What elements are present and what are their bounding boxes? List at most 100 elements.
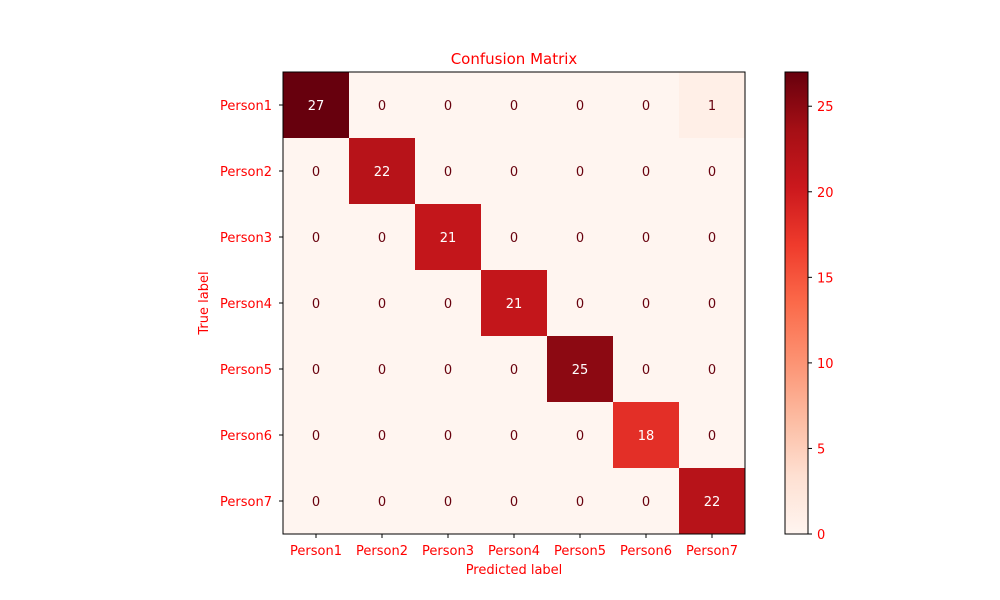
cell-value-label: 18 bbox=[638, 429, 655, 444]
heatmap-cell bbox=[679, 336, 746, 403]
heatmap-cell bbox=[613, 402, 680, 469]
heatmap-cell bbox=[283, 336, 350, 403]
heatmap-cell bbox=[481, 336, 548, 403]
cell-value-label: 0 bbox=[378, 495, 386, 510]
cell-value-label: 0 bbox=[444, 363, 452, 378]
cell-value-label: 27 bbox=[308, 99, 325, 114]
cell-value-label: 0 bbox=[576, 297, 584, 312]
heatmap-cell bbox=[547, 270, 614, 337]
heatmap-cell bbox=[613, 336, 680, 403]
cell-value-label: 0 bbox=[642, 165, 650, 180]
heatmap-cell bbox=[613, 138, 680, 205]
y-axis-label: True label bbox=[197, 271, 212, 335]
colorbar-tick-label: 10 bbox=[817, 357, 834, 372]
colorbar-tick-label: 15 bbox=[817, 271, 834, 286]
heatmap-cell bbox=[613, 468, 680, 535]
cell-value-label: 0 bbox=[576, 231, 584, 246]
heatmap-cell bbox=[415, 138, 482, 205]
cell-value-label: 0 bbox=[642, 297, 650, 312]
cell-value-label: 0 bbox=[642, 495, 650, 510]
cell-value-label: 22 bbox=[704, 495, 721, 510]
cell-value-label: 0 bbox=[642, 231, 650, 246]
x-tick-label: Person7 bbox=[686, 544, 738, 559]
heatmap-cell bbox=[679, 402, 746, 469]
cell-value-label: 0 bbox=[708, 363, 716, 378]
heatmap-cell bbox=[547, 138, 614, 205]
cell-value-label: 0 bbox=[444, 165, 452, 180]
x-tick-label: Person2 bbox=[356, 544, 408, 559]
cell-value-label: 0 bbox=[444, 429, 452, 444]
heatmap-cell bbox=[679, 468, 746, 535]
heatmap-cell bbox=[283, 402, 350, 469]
cell-value-label: 0 bbox=[708, 165, 716, 180]
cell-value-label: 0 bbox=[510, 429, 518, 444]
x-tick-label: Person4 bbox=[488, 544, 540, 559]
colorbar-gradient bbox=[785, 72, 808, 534]
cell-value-label: 0 bbox=[444, 99, 452, 114]
cell-value-label: 0 bbox=[378, 231, 386, 246]
x-tick-label: Person5 bbox=[554, 544, 606, 559]
cell-value-label: 0 bbox=[312, 297, 320, 312]
heatmap-cell bbox=[349, 402, 416, 469]
cell-value-label: 0 bbox=[312, 429, 320, 444]
cell-value-label: 0 bbox=[444, 297, 452, 312]
heatmap-cell bbox=[349, 270, 416, 337]
x-axis: Person1 Person2 Person3 Person4 Person5 Perso… bbox=[290, 534, 738, 559]
heatmap-cell bbox=[349, 204, 416, 271]
cell-value-label: 0 bbox=[576, 429, 584, 444]
y-tick-label: Person2 bbox=[220, 165, 272, 180]
chart-title: Confusion Matrix bbox=[451, 50, 578, 68]
cell-value-label: 0 bbox=[312, 363, 320, 378]
heatmap-cell bbox=[415, 270, 482, 337]
cell-value-label: 21 bbox=[506, 297, 523, 312]
cell-value-label: 0 bbox=[708, 231, 716, 246]
cell-value-label: 25 bbox=[572, 363, 589, 378]
colorbar-tick-label: 20 bbox=[817, 186, 834, 201]
cell-value-label: 0 bbox=[576, 495, 584, 510]
cell-value-label: 0 bbox=[510, 495, 518, 510]
heatmap-cell bbox=[349, 468, 416, 535]
y-tick-label: Person4 bbox=[220, 297, 272, 312]
heatmap-cell bbox=[415, 402, 482, 469]
heatmap-cell bbox=[679, 270, 746, 337]
cell-value-label: 0 bbox=[378, 429, 386, 444]
cell-value-label: 0 bbox=[576, 165, 584, 180]
cell-value-label: 0 bbox=[312, 231, 320, 246]
heatmap-cell bbox=[679, 138, 746, 205]
x-axis-label: Predicted label bbox=[466, 563, 563, 578]
heatmap-cell bbox=[283, 468, 350, 535]
heatmap-cell bbox=[415, 336, 482, 403]
cell-value-label: 0 bbox=[378, 363, 386, 378]
heatmap-cell bbox=[613, 270, 680, 337]
heatmap-cell bbox=[547, 204, 614, 271]
heatmap-cell bbox=[679, 204, 746, 271]
heatmap-cell bbox=[547, 72, 614, 139]
cell-value-label: 0 bbox=[708, 297, 716, 312]
cell-value-label: 0 bbox=[378, 99, 386, 114]
cell-value-label: 0 bbox=[312, 165, 320, 180]
heatmap-cell bbox=[547, 336, 614, 403]
cell-value-label: 0 bbox=[642, 363, 650, 378]
colorbar-tick-label: 0 bbox=[817, 528, 825, 543]
heatmap-cell bbox=[547, 402, 614, 469]
heatmap-cell bbox=[283, 138, 350, 205]
cell-value-label: 0 bbox=[444, 495, 452, 510]
heatmap-cell bbox=[679, 72, 746, 139]
heatmap-cell bbox=[481, 72, 548, 139]
x-tick-label: Person6 bbox=[620, 544, 672, 559]
colorbar-tick-label: 25 bbox=[817, 100, 834, 115]
heatmap-cell bbox=[349, 138, 416, 205]
heatmap-cell bbox=[349, 336, 416, 403]
cell-value-label: 0 bbox=[576, 99, 584, 114]
heatmap-cell bbox=[283, 72, 350, 139]
y-tick-label: Person1 bbox=[220, 99, 272, 114]
cell-value-label: 0 bbox=[708, 429, 716, 444]
heatmap-cell bbox=[283, 270, 350, 337]
heatmap-cell bbox=[613, 204, 680, 271]
colorbar-tick-label: 5 bbox=[817, 442, 825, 457]
colorbar: 0 5 10 15 20 25 bbox=[784, 71, 834, 543]
heatmap-cell bbox=[481, 468, 548, 535]
cell-value-label: 0 bbox=[510, 363, 518, 378]
cell-value-label: 0 bbox=[510, 231, 518, 246]
